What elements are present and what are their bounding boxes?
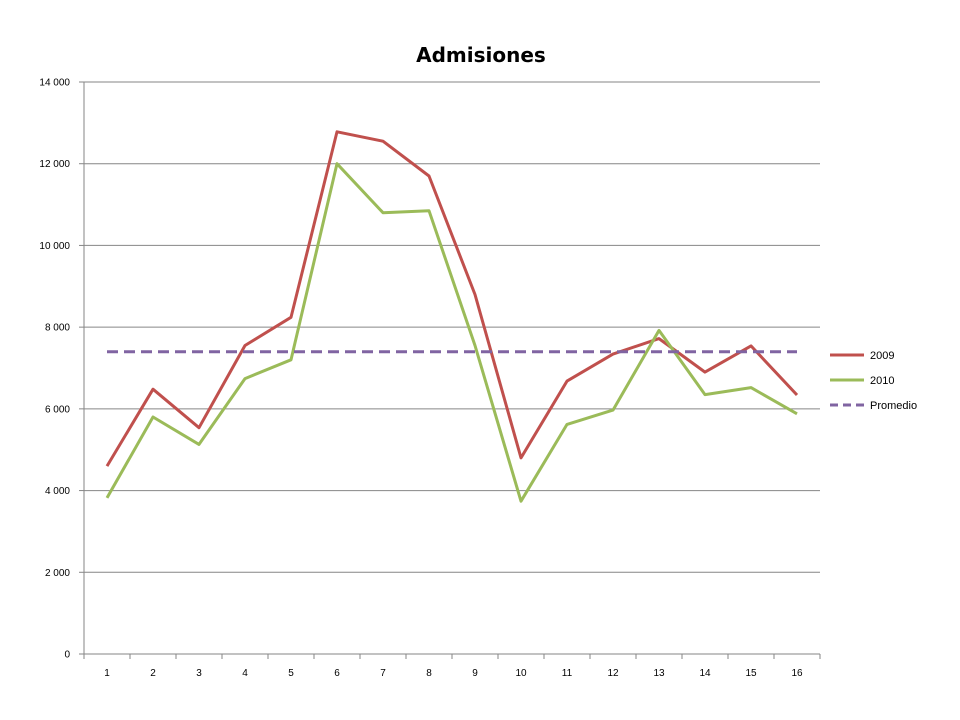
x-tick-label: 11 <box>562 668 573 679</box>
x-tick-label: 9 <box>472 668 478 679</box>
y-tick-label: 4 000 <box>45 486 70 497</box>
legend: 2009 2010 Promedio <box>830 350 917 412</box>
x-tick-label: 15 <box>745 668 757 679</box>
legend-label: 2009 <box>870 350 894 362</box>
x-tick-label: 13 <box>653 668 665 679</box>
y-tick-label: 14 000 <box>39 78 70 89</box>
x-tick-label: 3 <box>196 668 202 679</box>
x-tick-label: 2 <box>150 668 156 679</box>
x-tick-label: 16 <box>791 668 803 679</box>
x-tick-label: 1 <box>104 668 110 679</box>
x-tick-label: 12 <box>607 668 619 679</box>
x-tick-label: 8 <box>426 668 432 679</box>
legend-label: 2010 <box>870 375 894 387</box>
y-tick-label: 10 000 <box>39 241 70 252</box>
gridlines <box>84 81 820 573</box>
series-lines <box>105 130 799 503</box>
y-tick-label: 12 000 <box>39 159 70 170</box>
y-tick-label: 8 000 <box>45 323 70 334</box>
chart-title: Admisiones <box>416 43 546 67</box>
y-tick-label: 2 000 <box>45 568 70 579</box>
x-tick-label: 6 <box>334 668 340 679</box>
x-tick-label: 7 <box>380 668 386 679</box>
x-tick-label: 4 <box>242 668 248 679</box>
x-tick-label: 10 <box>515 668 527 679</box>
x-tick-label: 14 <box>699 668 711 679</box>
y-tick-label: 6 000 <box>45 404 70 415</box>
y-tick-label: 0 <box>64 650 70 661</box>
series-line-2010 <box>105 162 798 503</box>
x-tick-label: 5 <box>288 668 294 679</box>
y-axis-ticks: 0 2 000 4 000 6 000 8 000 10 000 12 000 14 000 <box>39 78 84 661</box>
x-axis-ticks: 1 2 3 4 5 6 7 8 9 10 11 12 13 14 15 16 <box>83 654 821 679</box>
series-line-2009 <box>105 130 799 467</box>
legend-label: Promedio <box>870 400 917 412</box>
